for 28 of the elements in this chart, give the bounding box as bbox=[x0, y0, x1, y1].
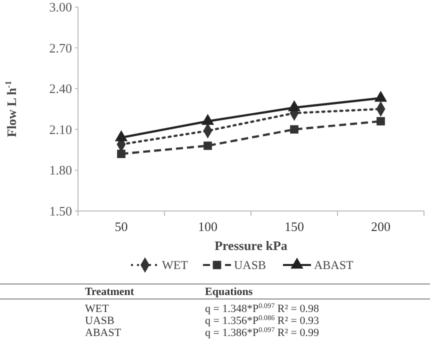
x-tick-label: 200 bbox=[371, 219, 390, 234]
point bbox=[374, 90, 388, 102]
text: q = 1.348*P$^{0.097}$ R² = 0.98 bbox=[205, 302, 320, 315]
legend-label: UASB bbox=[234, 258, 266, 272]
text: Treatment bbox=[85, 286, 134, 298]
x-tick-label: 100 bbox=[198, 219, 218, 234]
x-axis-title: Pressure kPa bbox=[214, 238, 288, 253]
y-tick-label: 2.40 bbox=[49, 81, 72, 96]
point bbox=[376, 117, 385, 126]
x-tick-label: 50 bbox=[114, 219, 128, 234]
legend-label: ABAST bbox=[314, 258, 354, 272]
y-tick-label: 1.80 bbox=[49, 162, 72, 178]
text: q = 1.386*P$^{0.097}$ R² = 0.99 bbox=[205, 326, 320, 339]
text: Equations bbox=[205, 286, 254, 298]
y-tick-label: 2.70 bbox=[49, 40, 72, 56]
point bbox=[288, 100, 301, 112]
text: UASB bbox=[85, 315, 114, 327]
point bbox=[290, 125, 298, 134]
text: ABAST bbox=[85, 327, 122, 339]
point bbox=[204, 142, 212, 150]
x-tick-label: 150 bbox=[284, 219, 304, 234]
y-tick-label: 2.10 bbox=[49, 122, 72, 137]
legend-label: WET bbox=[162, 258, 189, 272]
text: WET bbox=[85, 303, 110, 315]
text: q = 1.356*P$^{0.086}$ R² = 0.93 bbox=[205, 314, 320, 327]
y-tick-label: 3.00 bbox=[49, 0, 72, 14]
y-tick-label: 1.50 bbox=[49, 204, 72, 218]
point bbox=[117, 150, 126, 158]
